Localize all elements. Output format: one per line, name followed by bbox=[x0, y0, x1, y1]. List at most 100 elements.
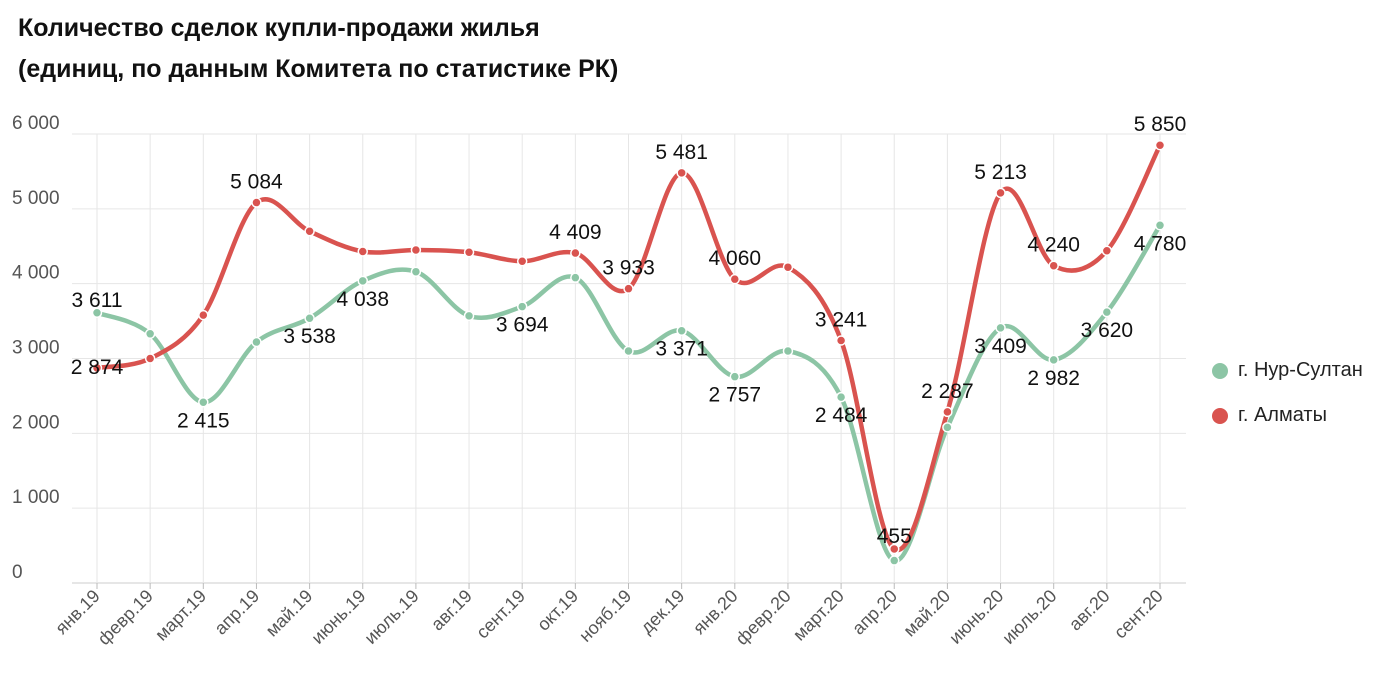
data-point-nur-sultan[interactable] bbox=[782, 345, 794, 357]
legend-item-nur-sultan[interactable]: г. Нур-Султан bbox=[1212, 348, 1363, 393]
data-point-almaty[interactable] bbox=[729, 273, 741, 285]
x-tick-label: нояб.19 bbox=[575, 586, 635, 646]
data-point-almaty[interactable] bbox=[251, 197, 262, 208]
data-point-nur-sultan[interactable] bbox=[198, 397, 209, 408]
data-point-almaty[interactable] bbox=[198, 309, 209, 321]
x-tick-label: сент.19 bbox=[472, 586, 529, 643]
x-tick-label: авг.19 bbox=[427, 586, 476, 635]
y-tick-label: 6 000 bbox=[12, 113, 60, 134]
data-label-nur-sultan: 2 982 bbox=[1027, 367, 1080, 390]
data-label-almaty: 5 213 bbox=[974, 161, 1027, 184]
data-label-almaty: 5 850 bbox=[1134, 113, 1187, 136]
data-label-almaty: 3 241 bbox=[815, 308, 868, 331]
data-label-nur-sultan: 3 694 bbox=[496, 314, 549, 337]
data-point-nur-sultan[interactable] bbox=[995, 322, 1006, 334]
data-point-nur-sultan[interactable] bbox=[570, 272, 581, 283]
data-point-nur-sultan[interactable] bbox=[357, 275, 368, 287]
legend-label-almaty: г. Алматы bbox=[1238, 404, 1327, 426]
data-label-nur-sultan: 4 780 bbox=[1134, 232, 1187, 255]
data-point-almaty[interactable] bbox=[942, 406, 953, 418]
data-point-almaty[interactable] bbox=[676, 167, 687, 179]
data-point-nur-sultan[interactable] bbox=[251, 336, 262, 348]
data-label-nur-sultan: 2 415 bbox=[177, 409, 230, 432]
grid bbox=[72, 133, 1186, 589]
y-tick-label: 1 000 bbox=[12, 487, 60, 508]
x-tick-label: март.19 bbox=[151, 586, 210, 645]
data-point-almaty[interactable] bbox=[304, 226, 315, 237]
data-point-almaty[interactable] bbox=[357, 246, 368, 257]
data-point-nur-sultan[interactable] bbox=[516, 301, 528, 312]
data-label-almaty: 5 481 bbox=[655, 141, 708, 164]
data-point-nur-sultan[interactable] bbox=[410, 266, 422, 277]
data-point-almaty[interactable] bbox=[995, 187, 1006, 199]
data-point-nur-sultan[interactable] bbox=[623, 345, 634, 357]
y-tick-label: 5 000 bbox=[12, 188, 60, 209]
data-label-nur-sultan: 3 371 bbox=[655, 338, 708, 361]
data-point-nur-sultan[interactable] bbox=[1154, 220, 1166, 231]
data-label-nur-sultan: 4 038 bbox=[336, 288, 389, 311]
data-label-almaty: 4 060 bbox=[709, 247, 762, 270]
data-point-almaty[interactable] bbox=[570, 247, 581, 259]
data-point-almaty[interactable] bbox=[835, 335, 847, 346]
legend-item-almaty[interactable]: г. Алматы bbox=[1212, 393, 1363, 438]
x-tick-label: июнь.20 bbox=[945, 586, 1007, 648]
data-label-almaty: 3 933 bbox=[602, 257, 655, 280]
data-point-nur-sultan[interactable] bbox=[91, 307, 103, 319]
x-tick-label: март.20 bbox=[789, 586, 848, 645]
data-point-almaty[interactable] bbox=[889, 543, 900, 555]
data-point-nur-sultan[interactable] bbox=[1101, 306, 1113, 318]
data-label-nur-sultan: 3 409 bbox=[974, 335, 1027, 358]
x-tick-label: апр.19 bbox=[210, 586, 263, 639]
x-tick-label: февр.20 bbox=[732, 586, 795, 649]
legend-marker-nur-sultan bbox=[1212, 362, 1228, 379]
legend: г. Нур-Султан г. Алматы bbox=[1212, 348, 1363, 438]
data-point-nur-sultan[interactable] bbox=[1048, 354, 1059, 366]
y-tick-label: 0 bbox=[12, 562, 23, 583]
y-tick-label: 4 000 bbox=[12, 263, 60, 284]
data-point-nur-sultan[interactable] bbox=[676, 325, 687, 336]
data-point-almaty[interactable] bbox=[1154, 139, 1166, 151]
data-label-almaty: 4 240 bbox=[1027, 234, 1080, 257]
data-point-nur-sultan[interactable] bbox=[463, 310, 475, 322]
data-point-nur-sultan[interactable] bbox=[889, 555, 900, 566]
x-tick-label: июль.19 bbox=[360, 586, 422, 648]
data-point-almaty[interactable] bbox=[410, 244, 422, 256]
x-tick-label: янв.20 bbox=[689, 586, 742, 639]
x-tick-label: окт.19 bbox=[533, 586, 582, 635]
x-tick-label: февр.19 bbox=[94, 586, 157, 649]
legend-label-nur-sultan: г. Нур-Султан bbox=[1238, 359, 1363, 381]
data-point-almaty[interactable] bbox=[144, 353, 156, 364]
data-point-almaty[interactable] bbox=[782, 261, 794, 273]
x-tick-label: июнь.19 bbox=[307, 586, 369, 648]
data-label-nur-sultan: 2 484 bbox=[815, 404, 868, 427]
y-tick-label: 3 000 bbox=[12, 338, 60, 359]
data-point-nur-sultan[interactable] bbox=[729, 371, 741, 382]
data-point-almaty[interactable] bbox=[516, 255, 528, 267]
data-point-nur-sultan[interactable] bbox=[942, 422, 953, 433]
data-label-nur-sultan: 3 611 bbox=[72, 289, 123, 312]
x-tick-label: янв.19 bbox=[51, 586, 104, 639]
data-point-almaty[interactable] bbox=[623, 283, 634, 294]
chart-title-line1: Количество сделок купли-продажи жилья bbox=[18, 14, 540, 42]
data-label-almaty: 4 409 bbox=[549, 221, 602, 244]
data-point-nur-sultan[interactable] bbox=[144, 328, 156, 340]
x-tick-label: авг.20 bbox=[1065, 586, 1114, 635]
chart-title: Количество сделок купли-продажи жилья (е… bbox=[18, 8, 618, 90]
legend-marker-almaty bbox=[1212, 407, 1228, 424]
series-lines bbox=[94, 142, 1163, 563]
data-point-almaty[interactable] bbox=[91, 362, 103, 374]
y-tick-label: 2 000 bbox=[12, 412, 60, 433]
data-point-almaty[interactable] bbox=[1048, 260, 1059, 271]
x-tick-label: сент.20 bbox=[1110, 586, 1167, 643]
data-point-almaty[interactable] bbox=[463, 246, 475, 258]
x-tick-label: дек.19 bbox=[637, 586, 689, 638]
chart-title-line2: (единиц, по данным Комитета по статистик… bbox=[18, 55, 619, 83]
data-label-nur-sultan: 2 757 bbox=[709, 384, 762, 407]
x-tick-label: апр.20 bbox=[848, 586, 901, 639]
data-point-almaty[interactable] bbox=[1101, 245, 1113, 256]
data-point-nur-sultan[interactable] bbox=[304, 312, 315, 324]
data-label-almaty: 455 bbox=[877, 525, 912, 548]
data-point-nur-sultan[interactable] bbox=[835, 391, 847, 403]
